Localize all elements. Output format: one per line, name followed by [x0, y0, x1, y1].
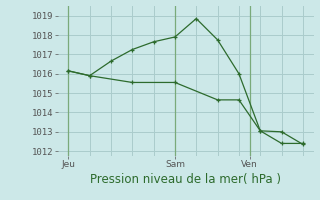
X-axis label: Pression niveau de la mer( hPa ): Pression niveau de la mer( hPa ) [90, 173, 281, 186]
